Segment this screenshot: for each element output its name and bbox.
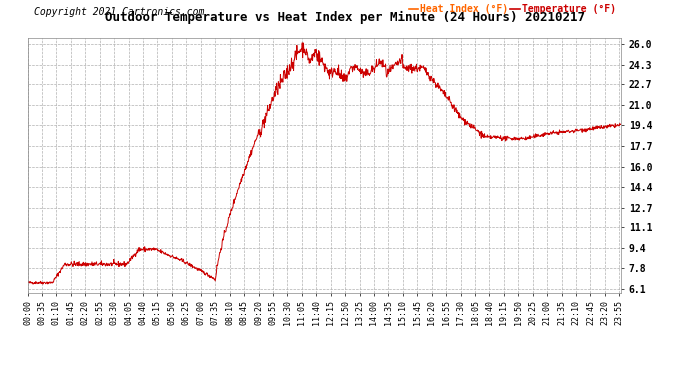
- Legend: Heat Index (°F), Temperature (°F): Heat Index (°F), Temperature (°F): [408, 4, 616, 14]
- Text: Outdoor Temperature vs Heat Index per Minute (24 Hours) 20210217: Outdoor Temperature vs Heat Index per Mi…: [105, 11, 585, 24]
- Text: Copyright 2021 Cartronics.com: Copyright 2021 Cartronics.com: [34, 7, 204, 17]
